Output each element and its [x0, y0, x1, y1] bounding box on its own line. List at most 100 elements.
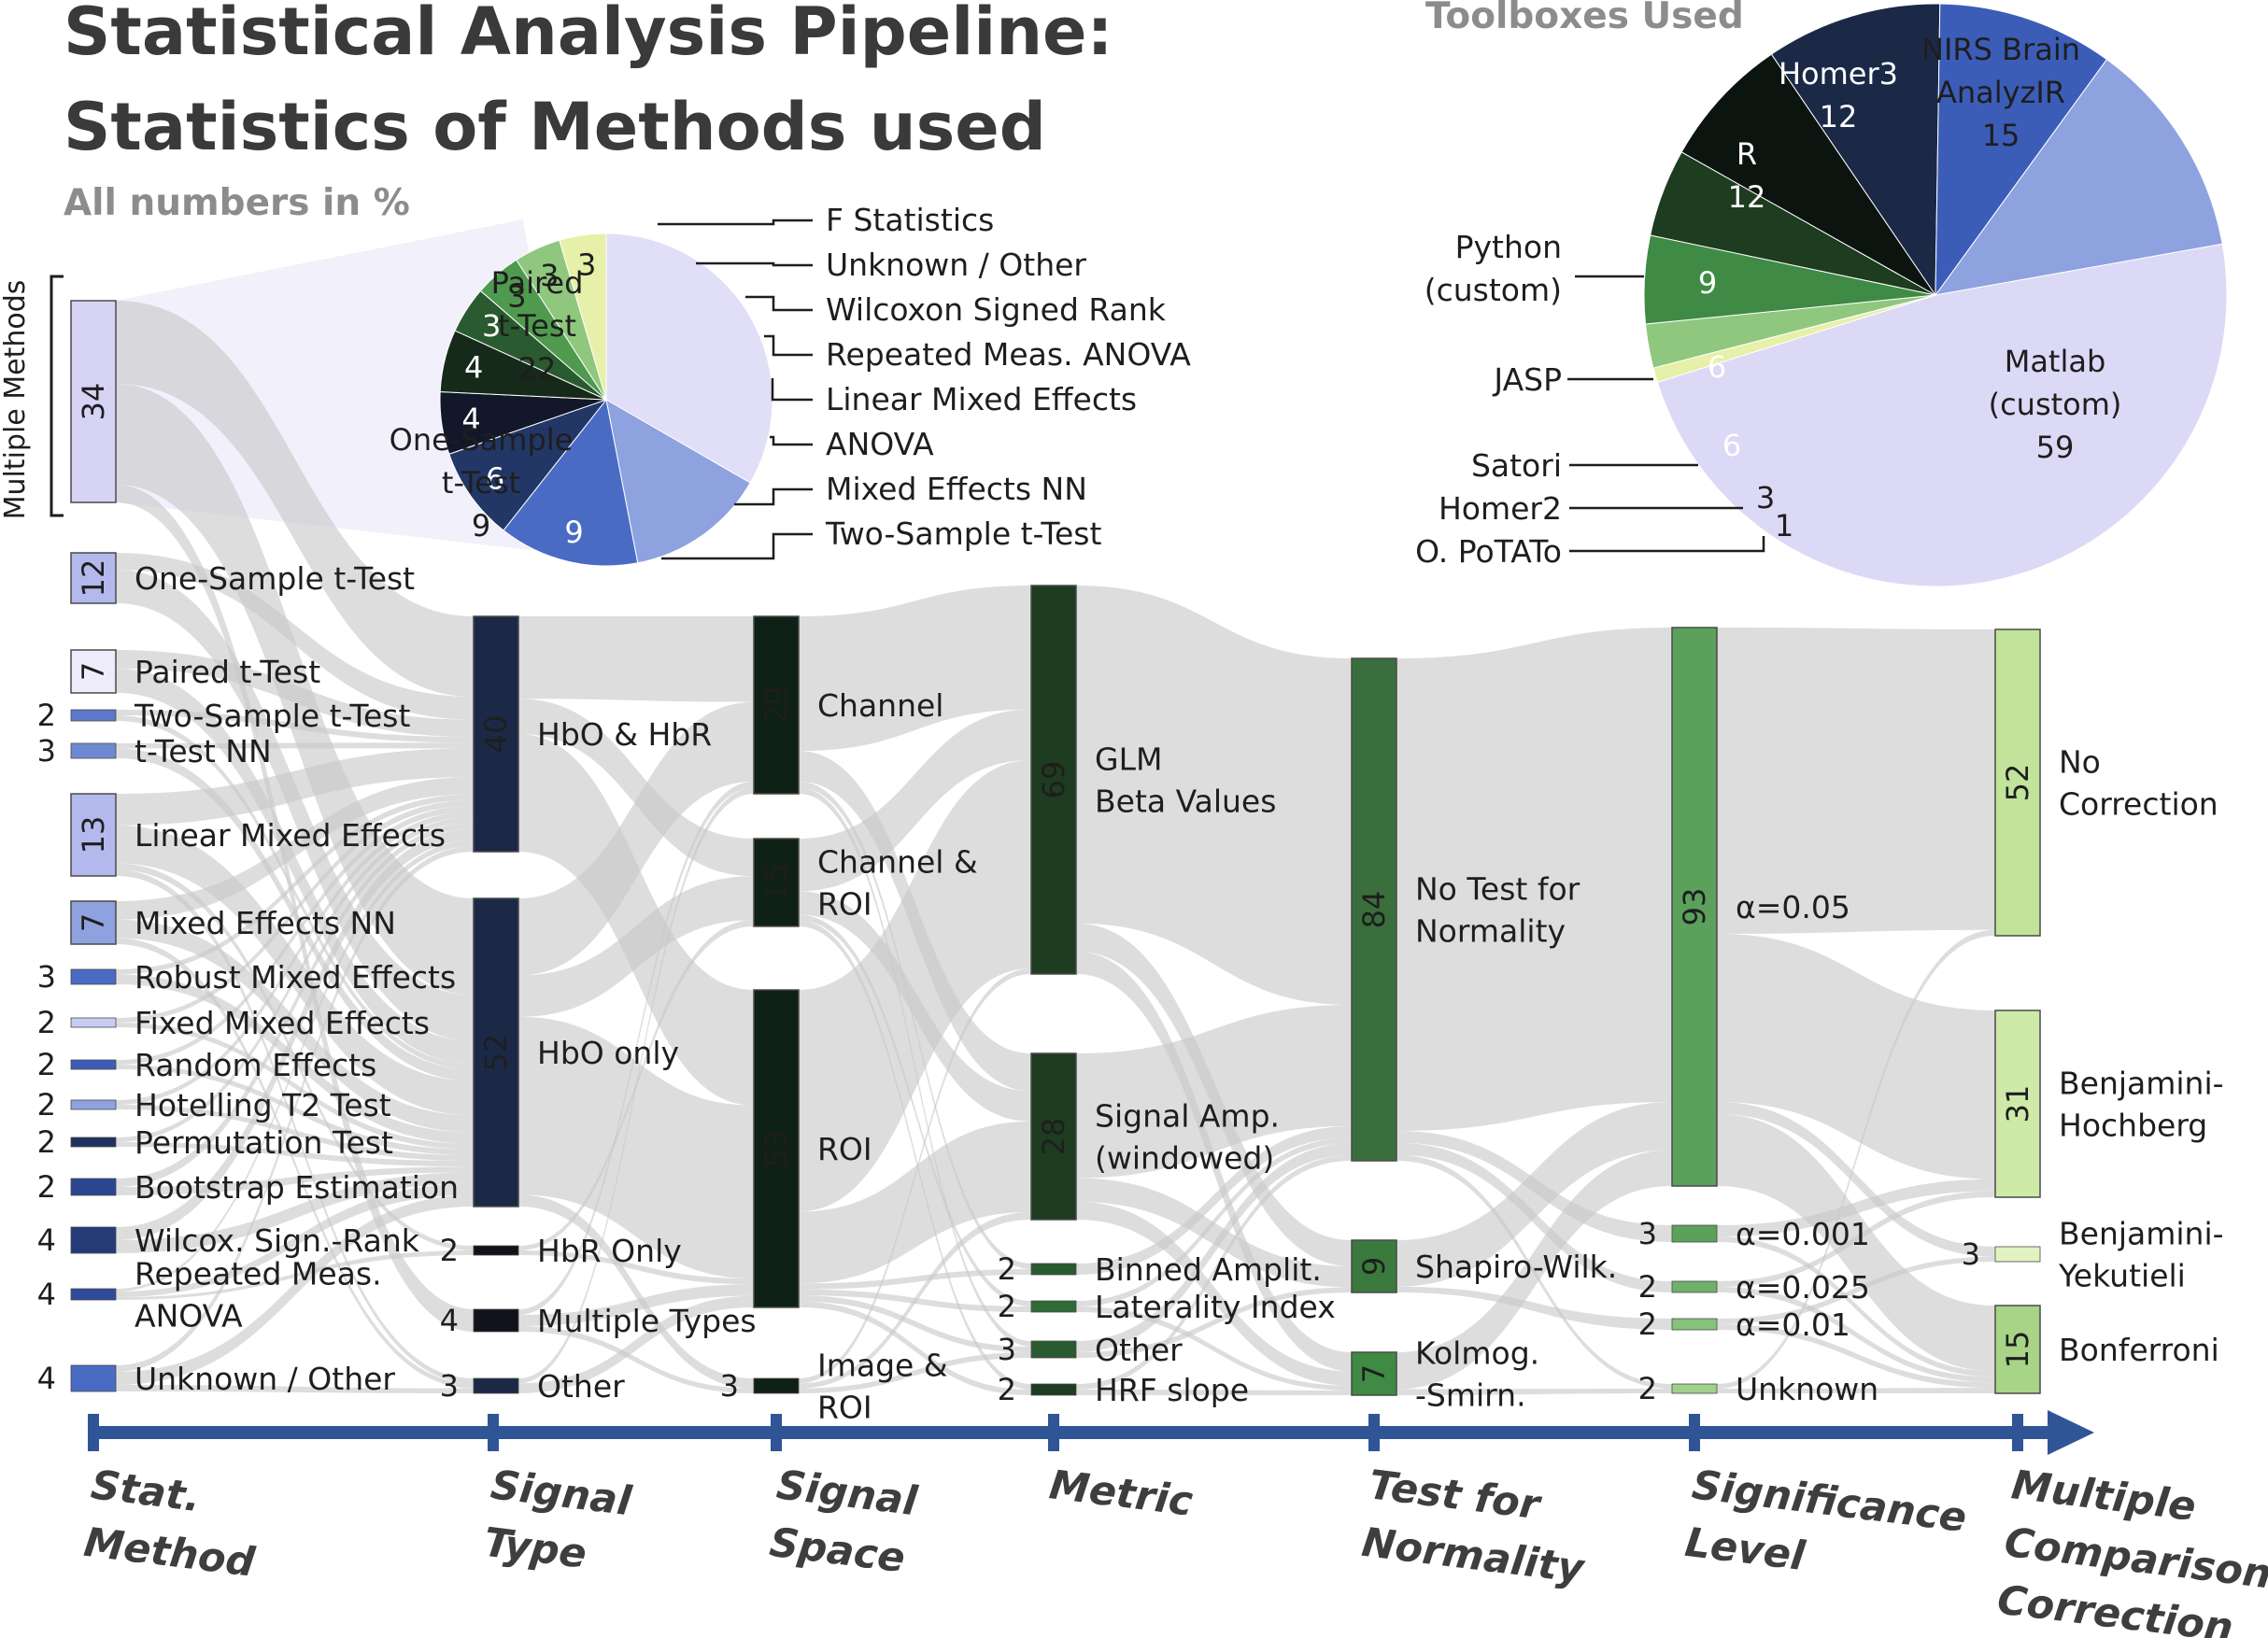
node-value-random-effects: 2 — [37, 1047, 56, 1082]
node-label-linear-mixed-effects: Linear Mixed Effects — [135, 817, 446, 854]
node-fixed-mixed-effects — [70, 1017, 117, 1028]
bracket-line — [50, 275, 64, 517]
node-value-0-025: 2 — [1638, 1269, 1657, 1305]
link-two-sample-t-test-to-hbo-hbr — [116, 710, 474, 743]
link-roi-to-hrf-slope — [799, 1301, 1031, 1395]
node-value-mixed-effects-nn: 7 — [76, 913, 111, 932]
link-multiple-types-to-roi — [518, 1284, 754, 1326]
link-binned-amplit-to-no-test-for-normality — [1076, 1125, 1352, 1275]
link-hbo-only-to-roi — [518, 1016, 754, 1279]
node-value-one-sample-t-test: 12 — [76, 559, 111, 598]
node-signal-amp-windowed — [1030, 1052, 1077, 1221]
node-value-no-correction: 52 — [2000, 764, 2035, 802]
axis-label-2-text-line-2: Type — [481, 1519, 588, 1578]
node-label-unknown: Unknown — [1736, 1371, 1878, 1407]
axis-arrowhead — [2048, 1410, 2094, 1455]
node-label-channel: Channel — [817, 687, 943, 724]
pie-callout-line-repeated-meas-anova — [764, 334, 813, 357]
node-label-two-sample-t-test: Two-Sample t-Test — [134, 698, 410, 734]
node-label-multiple-types: Multiple Types — [537, 1303, 757, 1339]
link-other-to-shapiro-wilk — [1076, 1287, 1352, 1358]
link-t-test-nn-to-hbo-only — [116, 748, 474, 1081]
multiple-methods-bracket: Multiple Methods — [0, 275, 64, 519]
link-hotelling-t2-test-to-hbo-only — [116, 1105, 474, 1162]
link-repeated-meas-anova-to-hbo-only — [116, 1183, 474, 1297]
toolbox-pie: Toolboxes Used NIRS Brain AnalyzIR 15 Matlab… — [1415, 0, 2228, 587]
link-repeated-meas-anova-to-hbr-only — [116, 1250, 474, 1300]
pie-callout-line-anova — [770, 435, 813, 446]
link-unknown-to-no-correction — [1717, 929, 1995, 1389]
toolbox-inner-label-homer3-line-2: 12 — [1820, 99, 1858, 134]
link-paired-t-test-to-hbo-only — [116, 668, 474, 1065]
node-label-roi: ROI — [817, 1131, 872, 1167]
link-roi-to-glm-beta-values — [799, 759, 1031, 1212]
node-label-bonferroni: Bonferroni — [2059, 1332, 2219, 1368]
node-hbr-only — [473, 1245, 519, 1256]
link-laterality-index-to-no-test-for-normality — [1076, 1137, 1352, 1306]
pie-value-mixed-effects-nn: 6 — [486, 461, 504, 497]
pie-slice-paired-t-test — [605, 233, 773, 484]
node-label-unknown-other: Unknown / Other — [135, 1361, 395, 1397]
link-one-sample-t-test-to-hbo-only — [116, 570, 474, 1041]
node-value-0-001: 3 — [1638, 1216, 1657, 1251]
link-0-025-to-bonferroni — [1717, 1287, 1995, 1383]
node-value-repeated-meas-anova: 4 — [37, 1277, 56, 1312]
node-glm-beta-values — [1030, 585, 1077, 975]
node-label-repeated-meas-anova-line-1: Repeated Meas. — [135, 1256, 382, 1292]
link-robust-mixed-effects-to-hbo-hbr — [116, 794, 474, 975]
toolbox-callout-o-potato: O. PoTATo — [1415, 533, 1562, 570]
figure-title-line-2: Statistics of Methods used — [64, 89, 1046, 165]
toolbox-value-homer2: 3 — [1756, 480, 1775, 515]
pie-inner-label-one-sample-t-test-line-2: t-Test — [442, 465, 520, 501]
link-permutation-test-to-hbo-hbr — [116, 817, 474, 1142]
node-laterality-index — [1030, 1300, 1077, 1313]
node-value-other: 3 — [440, 1368, 459, 1404]
pie-slice-two-sample-t-test — [503, 398, 639, 567]
node-other — [473, 1377, 519, 1394]
node-value-binned-amplit: 2 — [998, 1251, 1016, 1287]
node-0-001 — [1671, 1224, 1718, 1243]
node-multiple-types — [473, 1308, 519, 1333]
link-signal-amp-windowed-to-kolmog-smirn — [1076, 1201, 1352, 1386]
pie-callout-line-unknown-other — [696, 261, 813, 267]
pie-slice-matlab-custom — [1656, 243, 2228, 587]
link-glm-beta-values-to-no-test-for-normality — [1076, 586, 1352, 1006]
pie-slice-homer3 — [1935, 3, 2108, 297]
node-label-kolmog-smirn-line-1: Kolmog. — [1415, 1335, 1539, 1372]
link-0-05-to-no-correction — [1717, 628, 1995, 934]
node-value-two-sample-t-test: 2 — [37, 698, 56, 733]
node-label-0-001: α=0.001 — [1736, 1216, 1870, 1252]
node-bonferroni — [1994, 1305, 2041, 1394]
node-label-benjamini-hochberg-line-1: Benjamini- — [2059, 1066, 2224, 1102]
node-value-bootstrap-estimation: 2 — [37, 1169, 56, 1205]
pie-callout-unknown-other: Unknown / Other — [826, 247, 1086, 283]
node-hotelling-t2-test — [70, 1099, 117, 1110]
node-two-sample-t-test — [70, 709, 117, 722]
node-label-fixed-mixed-effects: Fixed Mixed Effects — [135, 1005, 430, 1041]
toolbox-value-jasp: 6 — [1708, 349, 1726, 385]
node-label-laterality-index: Laterality Index — [1095, 1289, 1336, 1325]
node-value-roi: 53 — [758, 1130, 794, 1168]
node-hbo-hbr — [473, 615, 519, 853]
link-linear-mixed-effects-to-hbo-hbr — [116, 748, 474, 826]
node-label-0-05: α=0.05 — [1736, 889, 1850, 925]
node-label-hbo-only: HbO only — [537, 1035, 679, 1071]
node-label-paired-t-test: Paired t-Test — [135, 654, 320, 690]
link-unknown-to-bonferroni — [1717, 1388, 1995, 1393]
node-value-hrf-slope: 2 — [998, 1372, 1016, 1407]
node-value-shapiro-wilk: 9 — [1356, 1257, 1392, 1276]
link-hbo-only-to-channel — [518, 701, 754, 976]
node-label-hotelling-t2-test: Hotelling T2 Test — [135, 1087, 391, 1123]
link-channel-roi-to-laterality-index — [799, 914, 1031, 1306]
node-value-signal-amp-windowed: 28 — [1036, 1118, 1071, 1156]
link-roi-to-other — [799, 1295, 1031, 1352]
axis-label-5-text-line-2: Normality — [1359, 1519, 1588, 1593]
toolbox-callout-homer2: Homer2 — [1439, 490, 1562, 527]
link-signal-amp-windowed-to-shapiro-wilk — [1076, 1178, 1352, 1288]
node-benjamini-yekutieli — [1994, 1246, 2041, 1263]
toolbox-value-o-potato: 1 — [1775, 508, 1793, 544]
node-label-signal-amp-windowed-line-1: Signal Amp. — [1095, 1098, 1280, 1135]
